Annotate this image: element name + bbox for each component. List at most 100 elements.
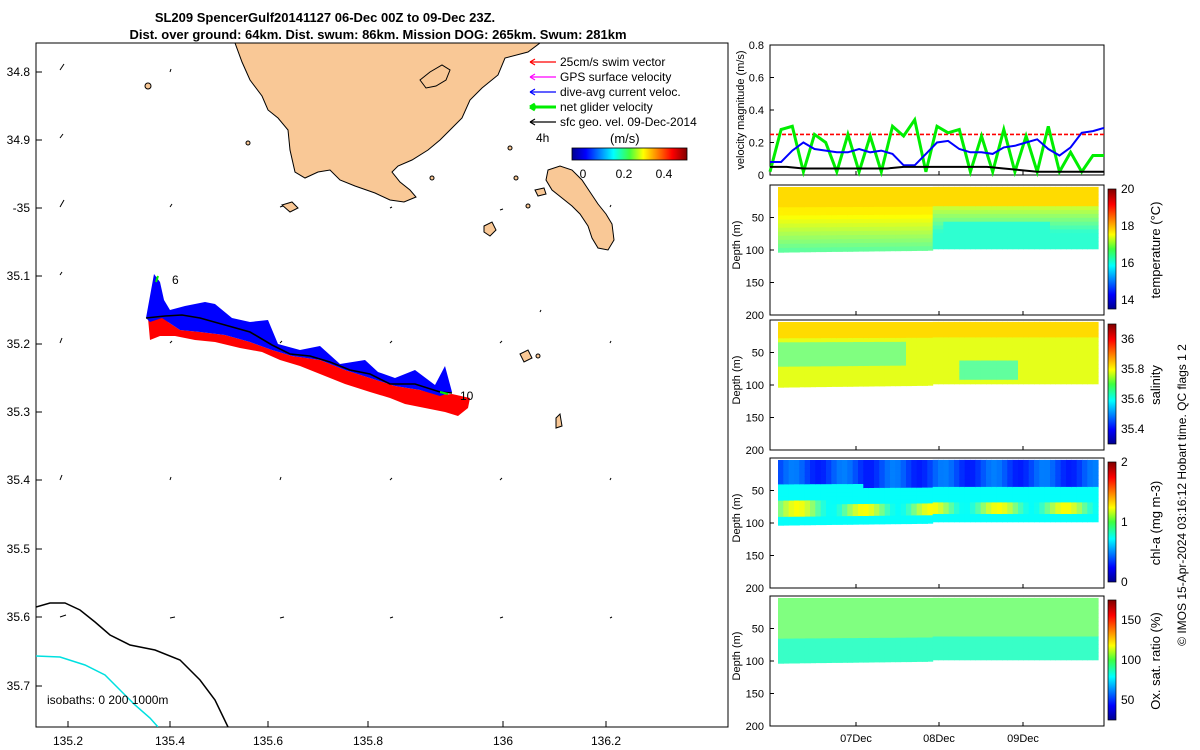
section-cell: [820, 496, 827, 501]
section-cell: [895, 246, 902, 252]
section-cell: [906, 471, 912, 477]
section-cell: [1050, 597, 1056, 603]
section-cell: [852, 602, 859, 607]
section-cell: [831, 654, 838, 659]
section-cell: [1082, 648, 1088, 653]
section-cell: [831, 646, 838, 651]
section-cell: [1087, 202, 1094, 207]
section-cell: [804, 500, 811, 505]
section-cell: [842, 219, 848, 224]
section-cell: [927, 377, 934, 382]
section-cell: [1050, 479, 1056, 484]
section-cell: [874, 338, 880, 343]
section-cell: [980, 345, 987, 350]
section-cell: [991, 514, 998, 519]
section-cell: [1055, 494, 1062, 500]
section-cell: [959, 494, 966, 500]
section-cell: [938, 376, 944, 381]
section-cell: [847, 366, 854, 371]
section-cell: [831, 378, 838, 383]
section-cell: [799, 520, 806, 526]
section-cell: [1044, 225, 1051, 230]
section-cell: [922, 475, 928, 481]
section-cell: [842, 598, 848, 603]
section-cell: [1039, 213, 1046, 219]
section-cell: [858, 602, 864, 607]
section-cell: [932, 621, 939, 626]
section-cell: [986, 459, 992, 465]
colorbar-label: chl-a (mg m-3): [1148, 481, 1163, 566]
section-cell: [874, 246, 880, 252]
section-cell: [847, 199, 854, 204]
section-cell: [895, 187, 902, 192]
section-cell: [831, 508, 838, 513]
section-cell: [852, 187, 859, 192]
section-cell: [858, 508, 864, 513]
section-cell: [1023, 352, 1030, 358]
section-cell: [1082, 617, 1088, 622]
map-x-tick-label: 135.6: [253, 734, 283, 748]
section-cell: [1007, 486, 1014, 492]
section-cell: [970, 640, 976, 645]
section-cell: [863, 468, 870, 473]
section-cell: [815, 362, 822, 367]
section-cell: [1034, 621, 1040, 626]
section-cell: [1012, 517, 1019, 523]
section-cell: [778, 602, 784, 607]
section-cell: [900, 234, 907, 240]
section-cell: [996, 352, 1003, 358]
section-cell: [959, 233, 966, 238]
section-cell: [783, 646, 790, 652]
section-cell: [1066, 341, 1072, 346]
section-cell: [986, 186, 992, 192]
section-cell: [991, 321, 998, 327]
section-cell: [1055, 510, 1062, 515]
section-cell: [959, 502, 966, 507]
section-cell: [906, 657, 912, 663]
section-cell: [858, 207, 864, 212]
section-cell: [847, 516, 854, 521]
section-cell: [938, 202, 944, 207]
section-cell: [804, 334, 811, 339]
section-cell: [916, 495, 923, 501]
section-cell: [1023, 655, 1030, 661]
section-cell: [996, 636, 1003, 641]
section-cell: [927, 238, 934, 243]
section-cell: [996, 217, 1003, 223]
section-cell: [847, 334, 854, 339]
section-cell: [964, 644, 971, 649]
section-cell: [1018, 206, 1024, 211]
section-cell: [938, 601, 944, 607]
section-cell: [1018, 364, 1024, 369]
section-cell: [970, 379, 976, 385]
section-cell: [1071, 514, 1078, 519]
section-cell: [916, 187, 923, 192]
section-cell: [895, 515, 902, 521]
section-cell: [959, 237, 966, 242]
section-cell: [959, 605, 966, 611]
section-cell: [1044, 229, 1051, 234]
section-cell: [783, 630, 790, 636]
section-cell: [863, 492, 870, 497]
section-cell: [916, 373, 923, 378]
section-cell: [1002, 483, 1008, 488]
section-cell: [890, 373, 896, 379]
section-cell: [884, 475, 891, 481]
section-cell: [799, 247, 806, 253]
section-cell: [778, 334, 784, 339]
section-cell: [1060, 609, 1067, 614]
section-cell: [794, 638, 800, 644]
section-cell: [932, 229, 939, 234]
section-cell: [890, 210, 896, 216]
section-cell: [911, 325, 918, 331]
section-cell: [863, 472, 870, 477]
section-cell: [1055, 506, 1062, 511]
section-cell: [906, 333, 912, 339]
section-cell: [836, 191, 843, 196]
section-cell: [842, 468, 848, 473]
section-cell: [932, 517, 939, 523]
section-cell: [986, 348, 992, 354]
section-cell: [863, 508, 870, 513]
